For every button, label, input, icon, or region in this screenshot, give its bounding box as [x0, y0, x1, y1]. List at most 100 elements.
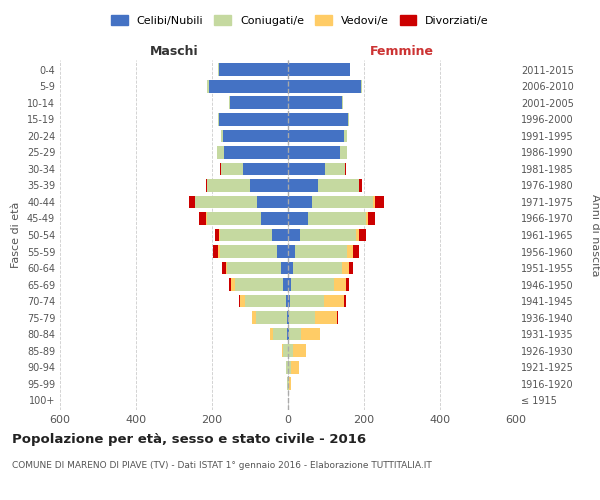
Bar [219, 228, 220, 241]
Bar [251, 311, 256, 324]
Bar [342, 262, 349, 274]
Bar [368, 212, 374, 225]
Bar [222, 262, 226, 274]
Bar [286, 294, 288, 308]
Bar [288, 196, 311, 208]
Bar [220, 245, 277, 258]
Bar [218, 245, 220, 258]
Bar [346, 278, 349, 291]
Bar [189, 196, 194, 208]
Bar [359, 179, 362, 192]
Bar [289, 377, 290, 390]
Bar [256, 311, 287, 324]
Bar [287, 377, 288, 390]
Bar [361, 80, 362, 93]
Bar [291, 360, 299, 374]
Bar [295, 245, 347, 258]
Bar [232, 278, 235, 291]
Bar [227, 262, 281, 274]
Bar [199, 212, 206, 225]
Bar [218, 113, 219, 126]
Bar [288, 377, 289, 390]
Bar [288, 328, 289, 340]
Bar [334, 278, 346, 291]
Bar [288, 130, 344, 142]
Legend: Celibi/Nubili, Coniugati/e, Vedovi/e, Divorziati/e: Celibi/Nubili, Coniugati/e, Vedovi/e, Di… [107, 10, 493, 30]
Bar [311, 196, 373, 208]
Bar [239, 294, 240, 308]
Bar [340, 146, 347, 159]
Bar [230, 96, 288, 110]
Bar [289, 311, 315, 324]
Bar [345, 162, 346, 175]
Bar [325, 294, 344, 308]
Bar [245, 294, 286, 308]
Bar [235, 278, 283, 291]
Bar [288, 96, 342, 110]
Bar [194, 196, 195, 208]
Bar [281, 262, 288, 274]
Bar [293, 344, 306, 357]
Bar [359, 228, 366, 241]
Bar [337, 311, 338, 324]
Bar [206, 212, 260, 225]
Bar [353, 245, 359, 258]
Bar [229, 278, 232, 291]
Bar [348, 113, 349, 126]
Bar [288, 294, 290, 308]
Bar [288, 113, 348, 126]
Bar [288, 311, 289, 324]
Bar [272, 228, 288, 241]
Y-axis label: Fasce di età: Fasce di età [11, 202, 21, 268]
Bar [250, 179, 288, 192]
Bar [315, 311, 337, 324]
Text: Femmine: Femmine [370, 44, 434, 58]
Bar [208, 80, 209, 93]
Bar [288, 212, 308, 225]
Bar [289, 328, 301, 340]
Text: COMUNE DI MARENO DI PIAVE (TV) - Dati ISTAT 1° gennaio 2016 - Elaborazione TUTTI: COMUNE DI MARENO DI PIAVE (TV) - Dati IS… [12, 460, 432, 469]
Bar [325, 162, 345, 175]
Bar [288, 228, 300, 241]
Bar [219, 113, 288, 126]
Bar [243, 162, 288, 175]
Bar [260, 212, 288, 225]
Bar [223, 130, 288, 142]
Bar [308, 212, 365, 225]
Bar [229, 96, 230, 110]
Y-axis label: Anni di nascita: Anni di nascita [590, 194, 600, 276]
Bar [373, 196, 376, 208]
Bar [376, 196, 384, 208]
Bar [288, 360, 291, 374]
Bar [219, 64, 288, 76]
Bar [300, 228, 356, 241]
Bar [283, 278, 288, 291]
Bar [288, 80, 361, 93]
Bar [286, 360, 288, 374]
Bar [288, 64, 350, 76]
Text: Maschi: Maschi [149, 44, 199, 58]
Bar [365, 212, 368, 225]
Bar [221, 130, 223, 142]
Bar [257, 196, 288, 208]
Bar [226, 262, 227, 274]
Bar [217, 146, 224, 159]
Bar [347, 245, 353, 258]
Bar [213, 245, 218, 258]
Bar [240, 294, 245, 308]
Text: Popolazione per età, sesso e stato civile - 2016: Popolazione per età, sesso e stato civil… [12, 432, 366, 446]
Bar [288, 162, 325, 175]
Bar [287, 311, 288, 324]
Bar [220, 162, 221, 175]
Bar [221, 162, 243, 175]
Bar [349, 262, 353, 274]
Bar [301, 328, 320, 340]
Bar [209, 80, 288, 93]
Bar [356, 228, 359, 241]
Bar [273, 328, 287, 340]
Bar [344, 130, 347, 142]
Bar [283, 344, 288, 357]
Bar [220, 228, 272, 241]
Bar [293, 262, 342, 274]
Bar [291, 278, 334, 291]
